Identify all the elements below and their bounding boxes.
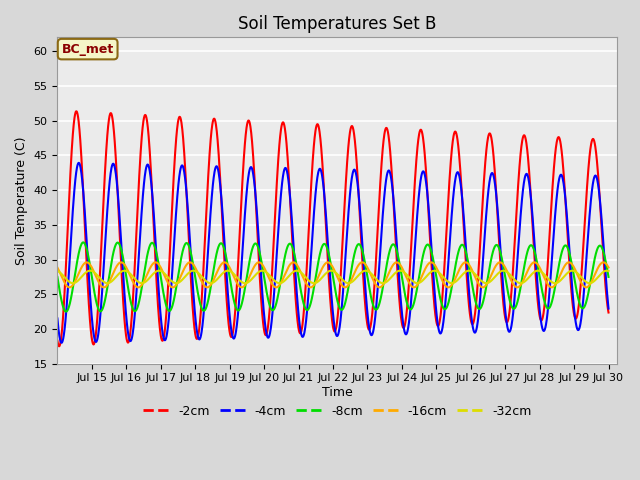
Y-axis label: Soil Temperature (C): Soil Temperature (C) xyxy=(15,136,28,265)
Legend: -2cm, -4cm, -8cm, -16cm, -32cm: -2cm, -4cm, -8cm, -16cm, -32cm xyxy=(138,400,536,423)
Text: BC_met: BC_met xyxy=(61,43,114,56)
X-axis label: Time: Time xyxy=(322,386,353,399)
Title: Soil Temperatures Set B: Soil Temperatures Set B xyxy=(238,15,436,33)
